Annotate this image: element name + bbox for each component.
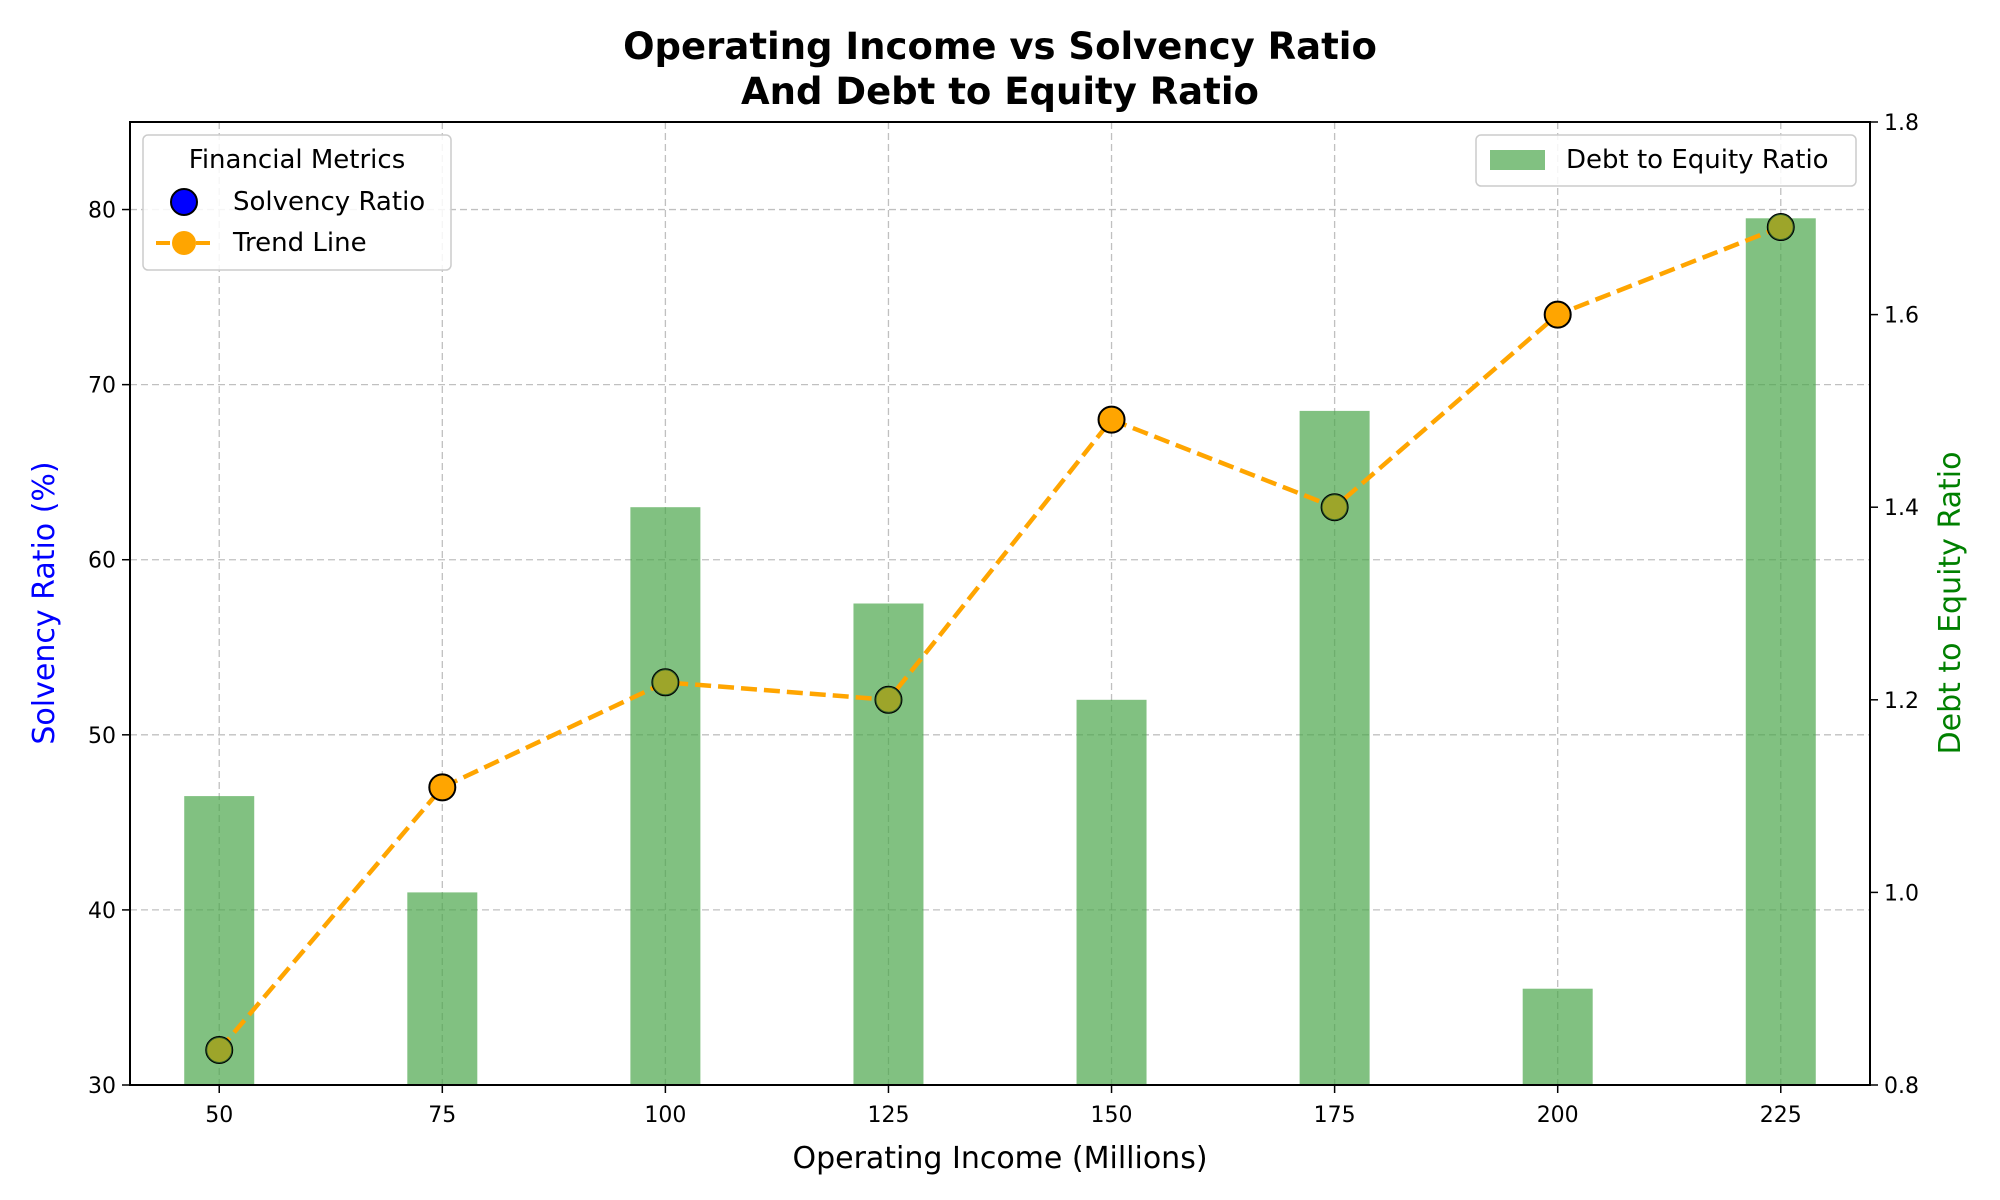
data-point [1543,300,1572,329]
legend-solvency-ratio-label: Solvency Ratio [233,187,425,217]
legend-title: Financial Metrics [189,145,406,175]
right-y-tick-label: 1.0 [1884,881,1919,906]
x-tick-label: 175 [1314,1103,1356,1128]
legend-debt-to-equity-swatch [1490,150,1545,170]
left-y-tick-label: 80 [88,199,116,224]
trend-line-series [217,224,1782,1052]
data-point [428,773,457,802]
bar-series [184,218,1816,1086]
right-y-tick-label: 1.2 [1884,689,1919,714]
data-point-overlay [652,669,679,696]
data-point-overlay [1767,214,1794,241]
data-point [1097,405,1126,434]
x-tick-label: 100 [644,1103,686,1128]
left-y-axis-label: Solvency Ratio (%) [27,461,62,744]
legend-solvency-ratio-marker [170,188,198,216]
left-y-tick-label: 30 [88,1074,116,1099]
left-y-tick-label: 60 [88,549,116,574]
chart-title: Operating Income vs Solvency Ratio [623,25,1377,68]
legend-financial-metrics: Financial Metrics Solvency Ratio Trend L… [142,134,452,271]
x-tick-label: 125 [867,1103,909,1128]
legend-box [142,134,452,271]
right-y-tick-label: 1.6 [1884,304,1919,329]
x-tick-label: 150 [1091,1103,1133,1128]
legend-debt-to-equity-label: Debt to Equity Ratio [1566,145,1829,175]
x-tick-label: 225 [1760,1103,1802,1128]
bar [1299,410,1370,1085]
x-tick-label: 50 [205,1103,233,1128]
right-y-tick-label: 1.8 [1884,111,1919,136]
data-point-overlay [206,1036,233,1063]
solvency-ratio-series [205,213,1795,1064]
x-axis-ticks: 50 75 100 125 150 175 200 225 [205,1085,1802,1128]
left-y-tick-label: 50 [88,724,116,749]
data-point-overlay [1321,494,1348,521]
right-y-axis-ticks: 0.8 1.0 1.2 1.4 1.6 1.8 [1870,111,1919,1099]
bar [407,892,478,1085]
right-y-axis-label: Debt to Equity Ratio [1933,452,1968,755]
plot-area-frame [129,121,1871,1086]
trend-line [217,224,1782,1052]
chart-subtitle: And Debt to Equity Ratio [741,70,1259,113]
right-y-tick-label: 0.8 [1884,1074,1919,1099]
bar [853,603,924,1085]
x-tick-label: 200 [1537,1103,1579,1128]
right-y-tick-label: 1.4 [1884,496,1919,521]
left-y-tick-label: 40 [88,899,116,924]
bar [1522,988,1593,1085]
bar [1076,699,1147,1085]
legend-trend-line-label: Trend Line [232,228,367,258]
left-y-tick-label: 70 [88,374,116,399]
legend-debt-to-equity: Debt to Equity Ratio [1475,134,1857,187]
x-tick-label: 75 [428,1103,456,1128]
bar [1745,218,1816,1086]
legend-box [1475,134,1857,187]
left-y-axis-ticks: 30 40 50 60 70 80 [88,199,130,1099]
data-point-overlay [875,686,902,713]
bar [630,507,701,1085]
x-axis-label: Operating Income (Millions) [792,1141,1207,1176]
legend-trend-line-marker [172,231,196,255]
